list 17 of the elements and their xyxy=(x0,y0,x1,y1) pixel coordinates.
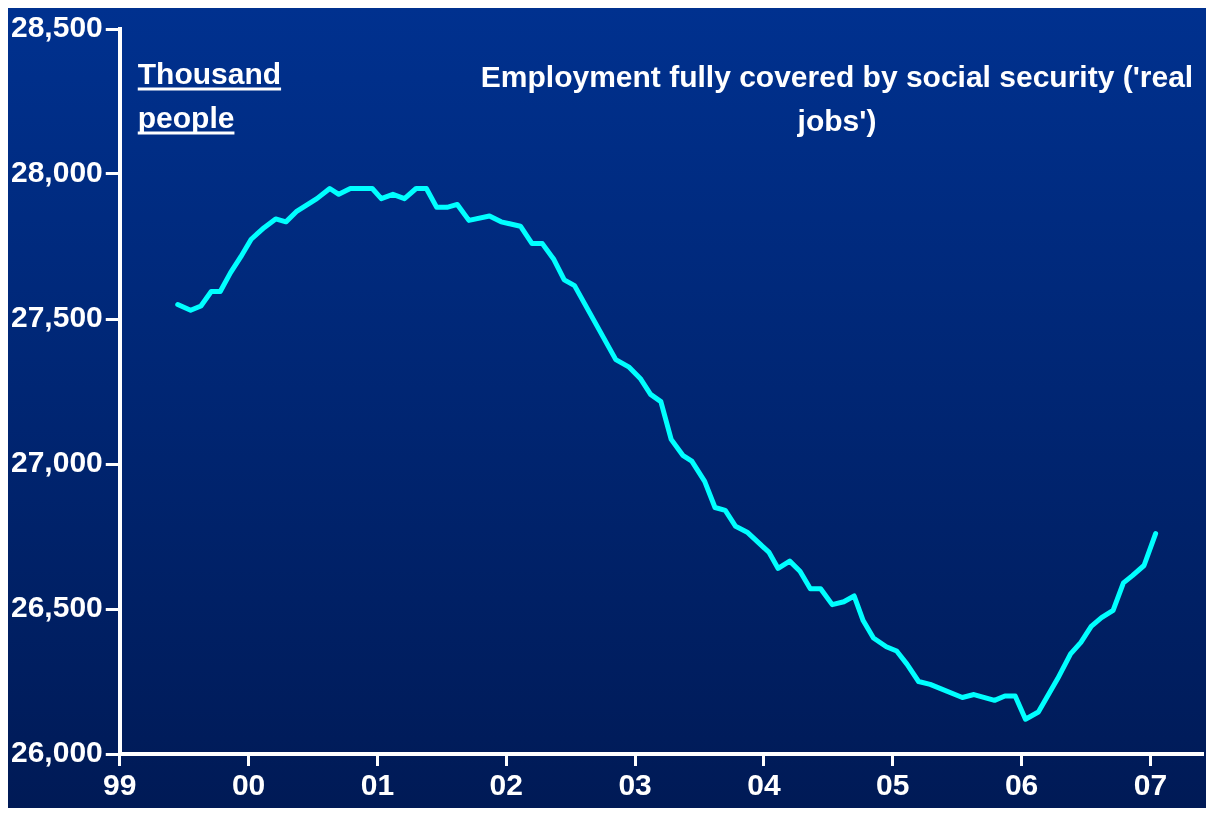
x-tick-label: 01 xyxy=(360,768,395,802)
y-tick-label: 27,000 xyxy=(10,445,103,479)
y-tick-label: 26,500 xyxy=(10,590,103,624)
x-tick-label: 03 xyxy=(618,768,652,802)
x-tick-label: 07 xyxy=(1133,768,1168,802)
y-tick-label: 27,500 xyxy=(10,300,103,334)
y-axis-title: Thousand people xyxy=(137,57,282,134)
x-tick-label: 99 xyxy=(103,768,137,802)
x-tick-label: 05 xyxy=(876,768,910,802)
y-tick-label: 26,000 xyxy=(10,735,103,769)
x-tick-label: 06 xyxy=(1004,768,1039,802)
y-tick-label: 28,000 xyxy=(10,155,103,189)
x-tick-label: 00 xyxy=(231,768,266,802)
text: Employment fully covered by social security ('real jobs') xyxy=(480,60,1194,137)
x-tick-label: 02 xyxy=(489,768,523,802)
x-tick-label: 04 xyxy=(747,768,781,802)
y-tick-label: 28,500 xyxy=(10,10,103,44)
